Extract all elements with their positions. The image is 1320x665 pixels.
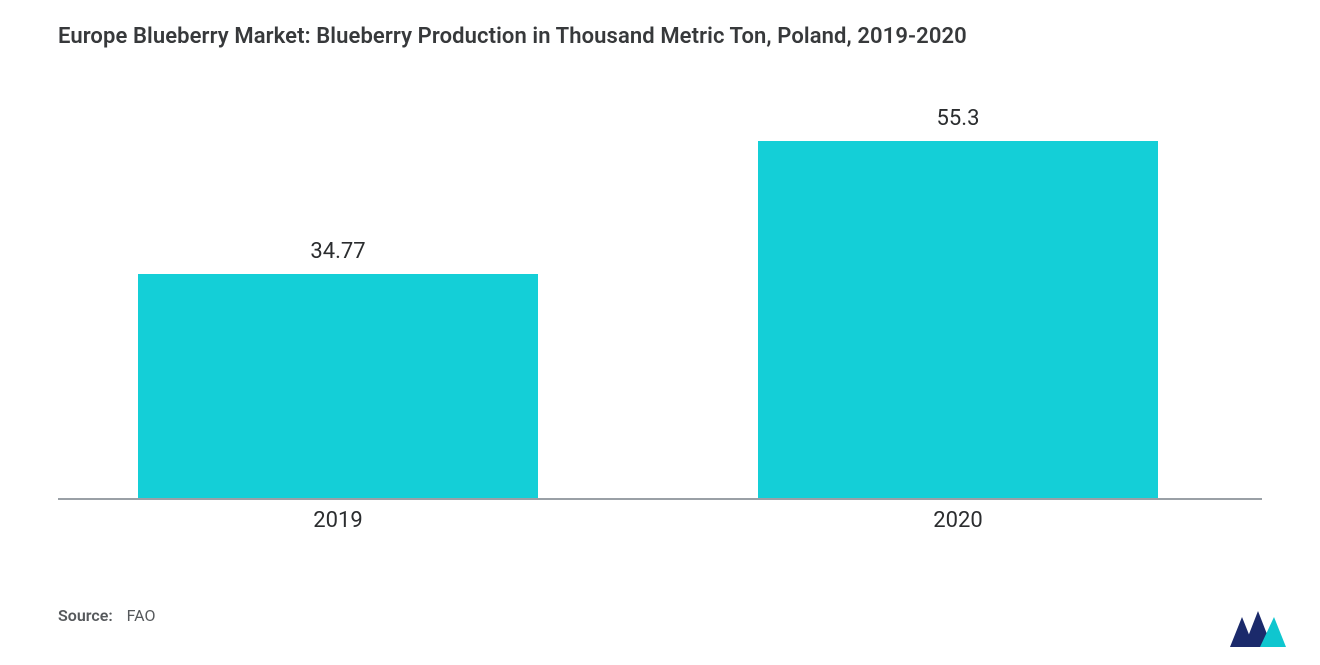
bar-value-label: 55.3: [937, 106, 980, 131]
bar-rect: [138, 274, 538, 498]
chart-title: Europe Blueberry Market: Blueberry Produ…: [58, 24, 967, 49]
bar-group: 55.32020: [758, 106, 1158, 498]
bar-group: 34.772019: [138, 239, 538, 498]
bar-rect: [758, 141, 1158, 498]
chart-area: 34.772019 55.32020: [58, 100, 1262, 500]
bar-category-label: 2020: [758, 498, 1158, 533]
source-line: Source: FAO: [58, 606, 156, 625]
plot-area: 34.772019 55.32020: [58, 100, 1262, 500]
bar-value-label: 34.77: [310, 239, 365, 264]
bar-category-label: 2019: [138, 498, 538, 533]
source-value: FAO: [127, 606, 156, 625]
brand-logo-icon: [1230, 609, 1286, 647]
source-label: Source:: [58, 606, 113, 625]
